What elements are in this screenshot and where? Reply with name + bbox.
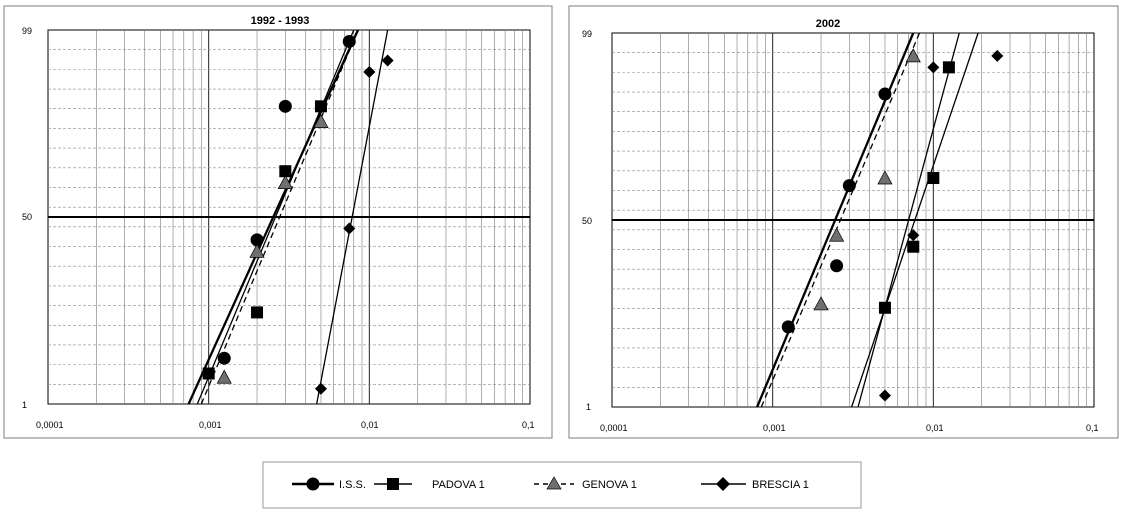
data-point-circle <box>830 259 844 273</box>
data-point-triangle <box>829 227 845 242</box>
data-point-triangle <box>877 170 893 185</box>
data-point-diamond <box>363 65 376 78</box>
data-point-diamond <box>991 49 1004 62</box>
data-point-triangle <box>277 174 293 190</box>
data-point-square <box>314 100 327 113</box>
series-marks <box>756 32 1004 408</box>
data-point-square <box>907 240 920 253</box>
legend-label: BRESCIA 1 <box>752 479 809 491</box>
y-tick-label-1: 1 <box>22 400 27 410</box>
regression-line <box>200 29 359 405</box>
series-i-s-s <box>756 32 915 408</box>
data-point-circle <box>842 179 856 193</box>
x-tick-label-0.01: 0,01 <box>361 420 379 430</box>
data-point-diamond <box>878 389 891 402</box>
data-point-triangle <box>249 243 265 258</box>
series-genova-1 <box>760 32 921 408</box>
series-padova-1 <box>196 29 355 405</box>
x-tick-label-0.01: 0,01 <box>926 423 944 433</box>
triangle-marker-icon <box>546 476 562 490</box>
grid-lines <box>48 30 530 404</box>
legend-item-brescia-1: BRESCIA 1 <box>701 477 809 491</box>
circle-marker-icon <box>306 477 320 491</box>
data-point-diamond <box>314 382 327 395</box>
data-point-square <box>202 367 215 380</box>
data-point-triangle <box>216 369 232 384</box>
legend-frame <box>262 461 862 509</box>
x-tick-label-0.001: 0,001 <box>763 423 786 433</box>
regression-line <box>850 32 979 408</box>
chart-title: 2002 <box>816 18 840 30</box>
data-point-diamond <box>381 54 394 67</box>
data-point-diamond <box>907 229 920 242</box>
axis-ticks: 99 50 1 0,0001 0,001 0,01 0,1 <box>582 29 1099 433</box>
series-brescia-1 <box>857 32 1004 408</box>
chart-legend: I.S.S. PADOVA 1 GENOVA 1 BRESCIA 1 <box>262 461 862 509</box>
data-point-square <box>279 165 292 178</box>
data-point-square <box>927 172 940 185</box>
data-point-diamond <box>927 61 940 74</box>
y-tick-label-99: 99 <box>582 29 592 39</box>
y-tick-label-1: 1 <box>586 402 591 412</box>
data-point-triangle <box>813 296 829 311</box>
axis-ticks: 99 50 1 0,0001 0,001 0,01 0,1 <box>22 26 535 430</box>
legend-item-padova-1: PADOVA 1 <box>374 478 485 491</box>
y-tick-label-99: 99 <box>22 26 32 36</box>
chart-panel-1: 1992 - 1993 99 50 1 0,0001 0,001 0,01 0,… <box>3 5 553 439</box>
diamond-marker-icon <box>716 477 730 491</box>
x-tick-label-0.0001: 0,0001 <box>600 423 628 433</box>
data-point-square <box>942 61 955 74</box>
regression-line <box>857 32 960 408</box>
data-point-triangle <box>905 48 921 63</box>
data-point-circle <box>250 233 264 247</box>
x-tick-label-0.0001: 0,0001 <box>36 420 64 430</box>
square-marker-icon <box>387 478 399 490</box>
regression-line <box>316 29 389 405</box>
data-point-circle <box>878 87 892 101</box>
y-tick-label-50: 50 <box>22 212 32 222</box>
data-point-diamond <box>343 222 356 235</box>
data-point-circle <box>781 320 795 334</box>
legend-label: GENOVA 1 <box>582 479 637 491</box>
series-genova-1 <box>200 29 359 405</box>
x-tick-label-0.001: 0,001 <box>199 420 222 430</box>
y-tick-label-50: 50 <box>582 216 592 226</box>
data-point-triangle <box>313 113 329 128</box>
data-point-circle <box>217 351 231 365</box>
legend-item-genova-1: GENOVA 1 <box>534 476 637 491</box>
chart-title: 1992 - 1993 <box>251 15 310 27</box>
chart-panel-2: 2002 99 50 1 0,0001 0,001 0,01 0,1 <box>568 5 1119 439</box>
regression-line <box>196 29 355 405</box>
legend-label: PADOVA 1 <box>432 479 485 491</box>
x-tick-label-0.1: 0,1 <box>1086 423 1099 433</box>
data-point-circle <box>278 99 292 113</box>
data-point-square <box>251 306 264 319</box>
regression-line <box>760 32 921 408</box>
legend-label: I.S.S. <box>339 479 366 491</box>
series-brescia-1 <box>314 29 394 405</box>
series-i-s-s <box>187 29 360 405</box>
series-marks <box>187 29 394 405</box>
regression-line <box>187 29 360 405</box>
x-tick-label-0.1: 0,1 <box>522 420 535 430</box>
panel-frame <box>568 5 1119 439</box>
panel-frame <box>3 5 553 439</box>
legend-item-iss: I.S.S. <box>292 477 366 491</box>
